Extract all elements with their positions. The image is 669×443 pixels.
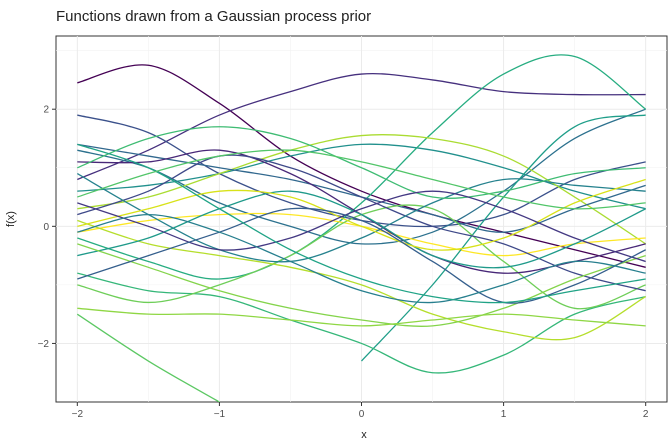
y-axis: −2 0 2	[38, 105, 56, 350]
y-tick-label: −2	[38, 339, 50, 350]
series-line-18	[77, 190, 646, 269]
series-line-16	[77, 154, 646, 292]
series-line-20	[77, 243, 646, 327]
series-group	[76, 54, 647, 402]
y-axis-title: f(x)	[5, 211, 17, 227]
series-line-8	[77, 134, 647, 245]
chart-title: Functions drawn from a Gaussian process …	[56, 8, 372, 25]
series-line-1	[77, 64, 646, 268]
x-tick-label: −2	[72, 409, 84, 420]
series-line-6	[77, 54, 647, 280]
x-tick-label: 2	[643, 409, 649, 420]
series-line-24	[77, 213, 646, 304]
series-line-2	[77, 73, 646, 181]
grid	[56, 36, 667, 402]
x-axis: −2 −1 0 1 2	[72, 402, 649, 420]
series-line-12	[77, 272, 646, 374]
series-line-21	[77, 178, 646, 251]
series-line-25	[77, 143, 646, 304]
series-line-22	[77, 190, 646, 263]
series-line-26	[77, 149, 646, 210]
series-line-27	[77, 307, 646, 327]
series-line-17	[76, 173, 646, 263]
series-line-7	[76, 313, 220, 402]
x-tick-label: 1	[501, 409, 507, 420]
y-tick-label: 0	[43, 222, 49, 233]
x-tick-label: −1	[214, 409, 226, 420]
x-tick-label: 0	[359, 409, 365, 420]
y-tick-label: 2	[43, 105, 49, 116]
series-line-19	[77, 126, 646, 199]
series-line-23	[77, 207, 646, 304]
x-axis-title: x	[361, 429, 367, 441]
